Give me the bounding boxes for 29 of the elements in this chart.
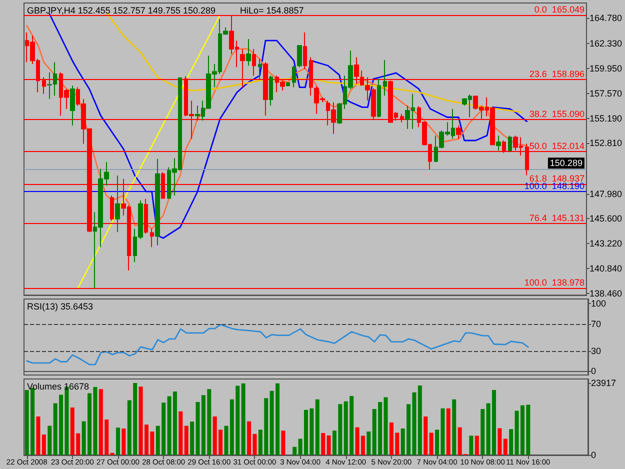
y-tick-label: 140.840 [589,264,622,274]
annotation: HiLo= 154.8857 [240,6,304,16]
ref-line-label: 61.8 148.937 [529,173,584,184]
y-tick-label: 159.950 [589,63,622,74]
y-tick-label: 143.220 [589,238,622,249]
y-tick-label: 30 [591,346,602,356]
y-tick-label: 70 [591,318,602,329]
ref-line-label: 0.0 165.049 [534,4,584,15]
ref-line-label: 23.6 158.896 [529,68,584,79]
y-tick-label: 0 [591,450,596,460]
y-tick-label: 23917 [591,378,616,388]
chart-title: Volumes 16678 [27,382,90,392]
y-tick-label: 145.600 [589,214,622,224]
y-tick-label: 100 [591,298,606,309]
y-tick-label: 138.460 [589,288,622,298]
chart-title: GBPJPY,H4 152.455 152.757 149.755 150.289 [27,6,216,16]
y-tick-label: 162.330 [589,38,622,49]
ref-line-label: 100.0 138.978 [524,278,584,288]
ref-line-label: 76.4 145.131 [529,213,584,224]
y-tick-label: 164.780 [589,12,622,23]
y-tick-label: 0 [591,366,596,376]
y-tick-label: 155.190 [589,113,622,124]
y-tick-label: 147.980 [589,188,622,199]
ref-line-label: 50.0 152.014 [529,141,584,152]
ref-line-label: 150.289 [550,158,582,168]
y-tick-label: 157.570 [589,88,622,98]
chart-title: RSI(13) 35.6453 [27,302,94,312]
ref-line-label: 38.2 155.090 [529,108,584,119]
y-tick-label: 152.810 [589,138,622,148]
